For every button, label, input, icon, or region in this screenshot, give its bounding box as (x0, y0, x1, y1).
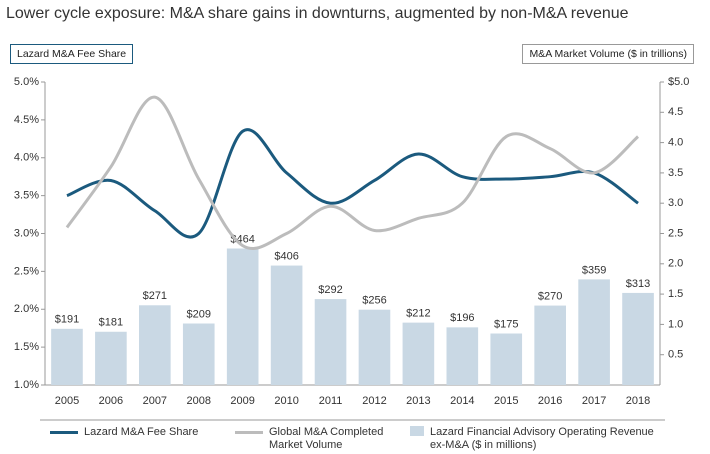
bar (622, 292, 654, 385)
value-label: $256 (362, 295, 386, 307)
value-label: $271 (143, 290, 167, 302)
legend-swatch (410, 426, 424, 436)
y-tick-label: 4.0% (14, 152, 39, 164)
bar (534, 305, 566, 385)
y-tick-label: 2.0% (14, 303, 39, 315)
x-tick-label: 2009 (230, 395, 254, 407)
bar (270, 265, 303, 385)
y-tick-label: 5.0% (14, 76, 39, 88)
y2-tick-label: 4.0 (668, 137, 683, 149)
y-tick-label: 3.5% (14, 190, 39, 202)
value-label: $406 (274, 250, 298, 262)
x-tick-label: 2008 (187, 395, 211, 407)
legend-swatch (235, 431, 263, 434)
bar (578, 279, 610, 385)
value-label: $313 (626, 278, 650, 290)
value-label: $191 (55, 314, 79, 326)
bar (182, 323, 215, 385)
y-tick-label: 1.5% (14, 341, 39, 353)
y-tick-label: 2.5% (14, 265, 39, 277)
chart-title: Lower cycle exposure: M&A share gains in… (6, 5, 629, 22)
y2-tick-label: 0.5 (668, 349, 683, 361)
x-tick-label: 2011 (319, 395, 343, 407)
value-label: $209 (187, 308, 211, 320)
value-label: $181 (99, 317, 123, 329)
value-label: $270 (538, 290, 562, 302)
bar (490, 333, 523, 385)
x-tick-label: 2010 (274, 395, 298, 407)
x-tick-label: 2017 (582, 395, 606, 407)
bar (139, 305, 171, 385)
left-axis-box: Lazard M&A Fee Share (10, 44, 134, 64)
x-tick-label: 2018 (626, 395, 650, 407)
value-label: $196 (450, 312, 474, 324)
value-label: $175 (494, 318, 518, 330)
x-tick-label: 2014 (450, 395, 474, 407)
legend-label: Lazard Financial Advisory Operating Reve… (430, 426, 654, 451)
x-tick-label: 2015 (494, 395, 518, 407)
bar (358, 309, 391, 385)
bar (446, 327, 479, 385)
legend-label: Lazard M&A Fee Share (84, 426, 199, 438)
x-tick-label: 2016 (538, 395, 562, 407)
bar (314, 299, 347, 385)
x-tick-label: 2007 (143, 395, 167, 407)
x-tick-label: 2013 (406, 395, 430, 407)
y-tick-label: 1.0% (14, 379, 39, 391)
y2-tick-label: $5.0 (668, 76, 689, 88)
value-label: $212 (406, 308, 430, 320)
value-label: $292 (318, 284, 342, 296)
bar (51, 328, 83, 385)
y-tick-label: 3.0% (14, 227, 39, 239)
y2-tick-label: 1.5 (668, 288, 683, 300)
x-tick-label: 2006 (99, 395, 123, 407)
y2-tick-label: 2.0 (668, 258, 683, 270)
legend-swatch (50, 431, 78, 434)
y-tick-label: 4.5% (14, 114, 39, 126)
x-tick-label: 2012 (362, 395, 386, 407)
x-tick-label: 2005 (55, 395, 79, 407)
value-label: $359 (582, 264, 606, 276)
right-axis-box: M&A Market Volume ($ in trillions) (522, 44, 694, 64)
bar (95, 331, 127, 385)
y2-tick-label: 2.5 (668, 227, 683, 239)
y2-tick-label: 3.0 (668, 197, 683, 209)
y2-tick-label: 4.5 (668, 106, 683, 118)
bar (226, 248, 259, 385)
bar (402, 322, 435, 385)
y2-tick-label: 3.5 (668, 167, 683, 179)
line (65, 95, 640, 250)
y2-tick-label: 1.0 (668, 318, 683, 330)
line (66, 128, 639, 239)
legend-label: Global M&A Completed Market Volume (269, 426, 384, 451)
